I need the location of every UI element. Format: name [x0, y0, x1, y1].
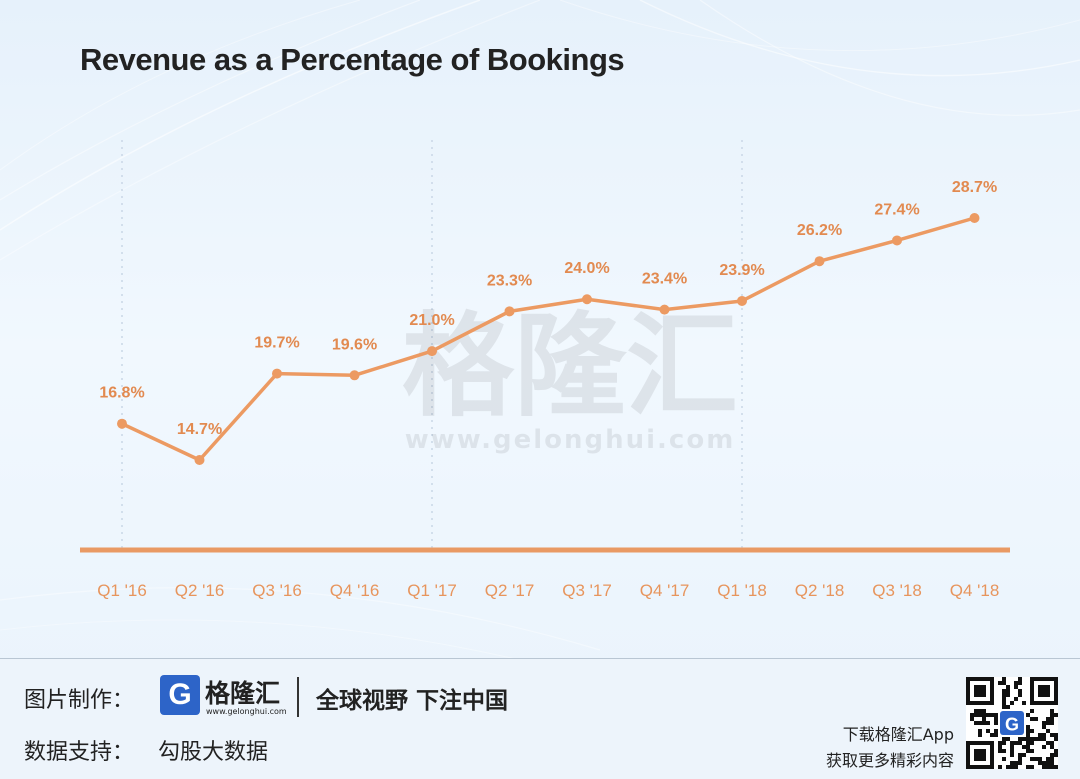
x-tick-label: Q3 '18	[872, 581, 922, 600]
x-tick-label: Q1 '17	[407, 581, 457, 600]
logo-url: www.gelonghui.com	[206, 707, 287, 716]
data-point	[814, 256, 825, 267]
svg-text:G: G	[1005, 715, 1019, 735]
download-promo-text: 获取更多精彩内容	[825, 751, 954, 770]
x-tick-label: Q2 '17	[485, 581, 535, 600]
watermark-url: www.gelonghui.com	[405, 425, 736, 455]
data-label: 23.3%	[487, 272, 532, 289]
logo-name: 格隆汇	[205, 679, 281, 708]
data-label: 19.6%	[332, 336, 377, 353]
watermark: 格隆汇 www.gelonghui.com	[402, 302, 738, 455]
data-label: 14.7%	[177, 421, 222, 438]
divider	[297, 677, 299, 717]
footer: 图片制作： G 格隆汇 www.gelonghui.com 全球视野 下注中国 …	[0, 658, 1080, 779]
x-tick-label: Q1 '18	[717, 581, 767, 600]
data-label: 24.0%	[564, 260, 609, 277]
data-point	[892, 235, 902, 246]
data-label: 21.0%	[409, 312, 454, 329]
data-label: 28.7%	[952, 179, 997, 196]
gelonghui-logo-icon: G	[160, 675, 200, 715]
data-point	[427, 346, 437, 357]
qr-code-icon[interactable]: G	[966, 677, 1058, 769]
slogan: 全球视野 下注中国	[316, 688, 509, 714]
x-tick-label: Q3 '16	[252, 581, 302, 600]
data-point	[582, 294, 592, 305]
watermark-name: 格隆汇	[402, 302, 738, 432]
x-tick-label: Q2 '16	[175, 581, 225, 600]
data-point	[504, 306, 515, 317]
data-label: 27.4%	[874, 201, 919, 218]
data-point	[272, 368, 282, 379]
data-source-value: 勾股大数据	[158, 740, 269, 765]
data-label: 23.4%	[642, 271, 687, 288]
x-tick-label: Q4 '17	[640, 581, 690, 600]
chart-title: Revenue as a Percentage of Bookings	[80, 42, 625, 77]
data-point	[117, 418, 127, 429]
data-label: 19.7%	[254, 335, 299, 352]
data-point	[969, 213, 980, 223]
download-app-text: 下载格隆汇App	[842, 725, 954, 744]
x-tick-label: Q3 '17	[562, 581, 612, 600]
data-point	[349, 370, 360, 381]
x-tick-label: Q2 '18	[795, 581, 845, 600]
data-point	[659, 304, 670, 315]
data-source-label: 数据支持：	[24, 740, 135, 765]
data-point	[737, 295, 747, 306]
x-tick-label: Q1 '16	[97, 581, 147, 600]
data-label: 26.2%	[797, 222, 842, 239]
credit-label: 图片制作：	[24, 688, 135, 713]
series-line	[121, 216, 975, 462]
data-label: 23.9%	[719, 262, 764, 279]
data-label: 16.8%	[99, 385, 144, 402]
x-tick-label: Q4 '16	[330, 581, 380, 600]
data-point	[194, 455, 205, 465]
x-tick-label: Q4 '18	[950, 581, 1000, 600]
